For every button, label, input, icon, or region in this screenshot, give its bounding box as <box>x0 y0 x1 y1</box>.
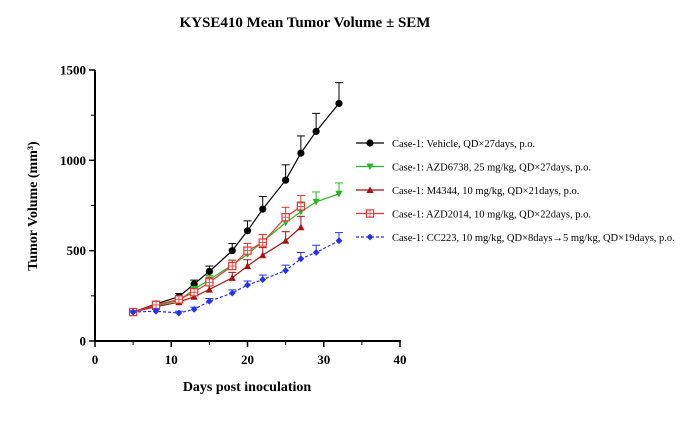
series-layer <box>128 82 343 317</box>
legend-marker <box>365 209 375 218</box>
data-point <box>259 276 267 283</box>
data-point <box>243 227 252 235</box>
data-point <box>244 281 251 289</box>
x-axis-label: Days post inoculation <box>183 380 312 395</box>
data-point <box>228 247 236 255</box>
legend-item-2: Case-1: AZD6738, 25 mg/kg, QD×27days, p.… <box>356 162 591 173</box>
data-point <box>312 249 320 256</box>
y-tick-label: 0 <box>80 334 87 349</box>
legend-label: Case-1: CC223, 10 mg/kg, QD×8days→5 mg/k… <box>392 233 675 244</box>
y-axis-label: Tumor Volume (mm³) <box>26 141 41 271</box>
data-point <box>228 261 237 271</box>
data-point <box>312 127 320 136</box>
data-point <box>129 308 137 316</box>
x-tick-label: 0 <box>92 352 99 367</box>
y-tick-label: 500 <box>67 243 87 258</box>
series-line <box>132 205 302 313</box>
data-point <box>259 205 267 213</box>
legend-label: Case-1: AZD6738, 25 mg/kg, QD×27days, p.… <box>392 162 591 173</box>
x-tick-label: 20 <box>241 352 254 367</box>
legend-item-4: Case-1: AZD2014, 10 mg/kg, QD×22days, p.… <box>356 209 591 220</box>
data-point <box>297 255 305 263</box>
series-line <box>132 193 340 313</box>
legend-item-1: Case-1: Vehicle, QD×27days, p.o. <box>356 139 535 150</box>
series-1 <box>129 82 343 316</box>
axes: 0 10 20 30 40 0 500 1000 1500 <box>60 63 407 368</box>
legend-label: Case-1: Vehicle, QD×27days, p.o. <box>392 139 535 150</box>
data-point <box>297 223 305 231</box>
x-tick-label: 40 <box>394 352 407 367</box>
data-point <box>205 297 213 305</box>
legend-marker <box>366 233 374 241</box>
data-point <box>297 149 305 157</box>
data-point <box>205 267 213 276</box>
y-tick-label: 1500 <box>60 63 86 78</box>
legend-item-5: Case-1: CC223, 10 mg/kg, QD×8days→5 mg/k… <box>356 233 675 244</box>
legend-marker <box>366 186 374 194</box>
legend-label: Case-1: M4344, 10 mg/kg, QD×21days, p.o. <box>392 186 579 197</box>
x-tick-label: 30 <box>317 352 330 367</box>
data-point <box>228 289 236 297</box>
data-point <box>205 278 214 287</box>
data-point <box>259 251 267 259</box>
legend-label: Case-1: AZD2014, 10 mg/kg, QD×22days, p.… <box>392 209 591 220</box>
data-point <box>281 213 290 222</box>
data-point <box>258 238 267 247</box>
data-point <box>282 176 290 184</box>
data-point <box>243 262 252 270</box>
data-point <box>175 309 183 317</box>
data-point <box>151 300 161 310</box>
series-2 <box>129 182 343 316</box>
legend-item-3: Case-1: M4344, 10 mg/kg, QD×21days, p.o. <box>356 186 579 197</box>
data-point <box>282 267 290 274</box>
series-4 <box>128 195 306 317</box>
data-point <box>296 202 306 211</box>
series-3 <box>129 215 305 316</box>
data-point <box>335 99 343 108</box>
data-point <box>190 305 198 313</box>
y-tick-label: 1000 <box>60 153 86 168</box>
series-line <box>133 240 340 314</box>
legend: Case-1: Vehicle, QD×27days, p.o. Case-1: … <box>356 139 675 244</box>
x-tick-label: 10 <box>165 352 178 367</box>
data-point <box>190 293 198 300</box>
data-point <box>243 246 252 255</box>
legend-marker <box>366 139 374 147</box>
series-line <box>132 226 302 313</box>
data-point <box>335 190 343 198</box>
data-point <box>174 295 184 304</box>
data-point <box>152 307 160 315</box>
series-5 <box>129 232 343 317</box>
data-point <box>312 198 320 206</box>
data-point <box>205 285 213 293</box>
data-point <box>189 288 199 297</box>
data-point <box>282 237 290 244</box>
legend-marker <box>366 163 374 171</box>
data-point <box>335 237 343 245</box>
data-point <box>228 274 236 281</box>
chart-title: KYSE410 Mean Tumor Volume ± SEM <box>180 15 431 31</box>
